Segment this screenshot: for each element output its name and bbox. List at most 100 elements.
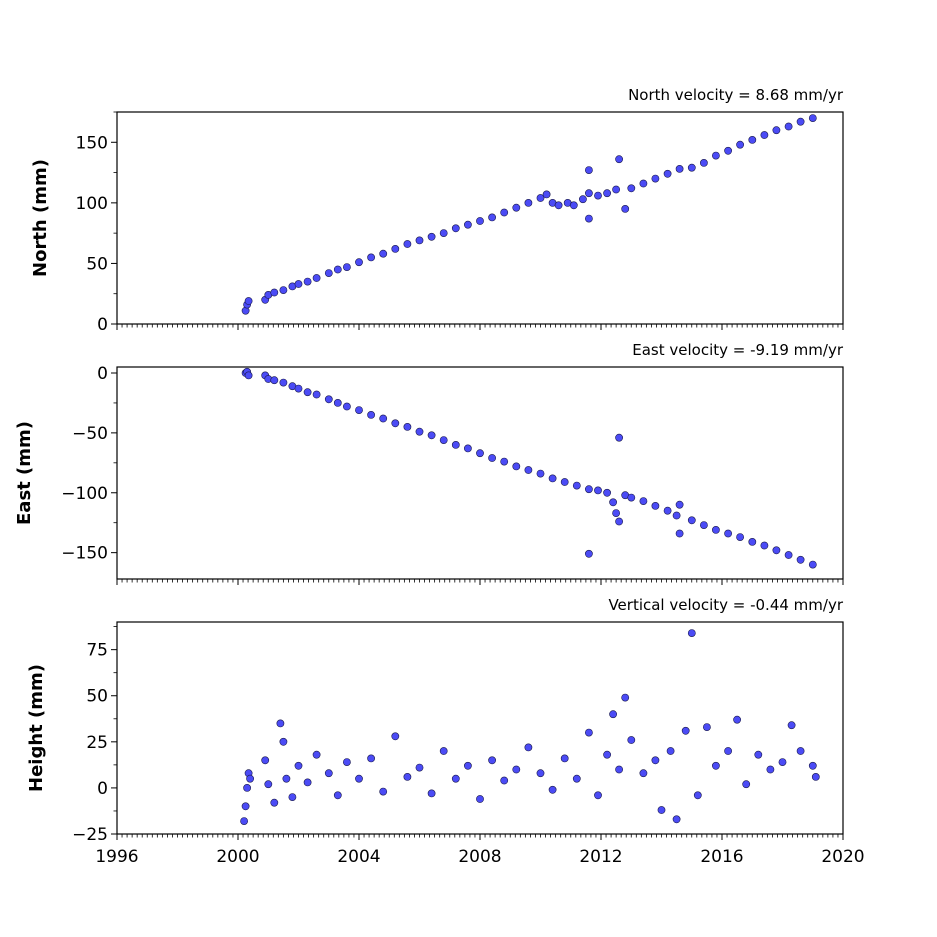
data-point: [594, 191, 602, 200]
north-x-axis: [116, 324, 844, 330]
data-point: [724, 529, 732, 538]
data-point: [303, 778, 312, 787]
data-point: [324, 395, 333, 404]
data-point: [500, 776, 509, 785]
data-point: [724, 146, 732, 155]
data-point: [742, 780, 751, 789]
data-point: [294, 761, 303, 770]
data-point: [303, 277, 312, 286]
data-point: [367, 253, 375, 262]
data-point: [703, 723, 711, 731]
data-point: [355, 774, 363, 783]
data-point: [639, 179, 648, 188]
x-tick-label: 2004: [337, 847, 380, 867]
data-point: [687, 516, 696, 525]
data-point: [264, 780, 273, 789]
data-point: [288, 793, 297, 801]
data-point: [675, 500, 684, 509]
data-point: [651, 174, 660, 183]
data-point: [666, 747, 675, 755]
data-point: [451, 224, 460, 233]
data-point: [687, 629, 696, 637]
east-ylabel: East (mm): [14, 421, 35, 525]
data-point: [524, 466, 533, 474]
data-point: [615, 433, 623, 442]
data-point: [627, 493, 636, 502]
data-point: [367, 410, 375, 419]
data-point: [594, 791, 602, 800]
data-point: [621, 693, 630, 702]
data-point: [261, 756, 270, 765]
data-point: [672, 815, 681, 824]
data-point: [572, 481, 581, 490]
data-point: [778, 758, 787, 766]
data-point: [536, 769, 545, 778]
data-point: [663, 506, 672, 515]
data-point: [342, 758, 351, 766]
y-tick-label: 150: [76, 133, 108, 153]
data-point: [324, 769, 333, 778]
data-point: [403, 773, 412, 781]
y-tick-label: 0: [97, 315, 108, 335]
x-tick-label: 2000: [216, 847, 259, 867]
data-point: [342, 263, 351, 271]
east-velocity-annotation: East velocity = -9.19 mm/yr: [632, 341, 844, 359]
data-point: [663, 169, 672, 178]
data-point: [439, 229, 448, 237]
y-tick-label: 25: [86, 733, 108, 753]
height-plot-frame: [116, 621, 844, 835]
data-point: [463, 444, 472, 453]
data-point: [627, 736, 636, 744]
data-point: [784, 551, 793, 559]
height-ylabel: Height (mm): [26, 664, 47, 792]
data-point: [612, 509, 620, 517]
data-point: [675, 164, 684, 173]
data-point: [333, 398, 342, 407]
data-point: [627, 184, 636, 193]
data-point: [603, 488, 611, 497]
data-point: [772, 546, 781, 555]
data-point: [585, 189, 593, 198]
data-point: [585, 214, 593, 223]
y-tick-label: 50: [86, 254, 108, 274]
data-point: [279, 286, 288, 294]
y-tick-label: 50: [86, 687, 108, 707]
data-point: [754, 750, 763, 759]
data-point: [536, 469, 545, 478]
east-plot-frame: [116, 366, 844, 580]
data-point: [276, 719, 285, 728]
y-tick-label: −100: [61, 484, 108, 504]
data-point: [542, 190, 551, 199]
data-point: [615, 765, 623, 774]
data-point: [585, 549, 593, 558]
data-point: [391, 732, 400, 741]
data-point: [760, 541, 769, 550]
data-point: [733, 715, 741, 724]
data-point: [681, 726, 690, 735]
data-point: [603, 750, 611, 759]
north-plot-frame: [116, 111, 844, 325]
data-point: [609, 498, 617, 507]
data-point: [324, 269, 333, 277]
data-point: [241, 802, 250, 811]
data-point: [240, 817, 248, 825]
data-point: [246, 774, 254, 783]
data-point: [621, 204, 630, 213]
data-point: [244, 371, 253, 380]
data-point: [808, 761, 817, 770]
data-point: [615, 155, 623, 164]
data-point: [548, 785, 557, 794]
data-point: [811, 773, 820, 781]
data-point: [312, 390, 321, 399]
data-point: [615, 517, 623, 526]
data-point: [787, 721, 796, 730]
data-point: [512, 462, 521, 471]
x-tick-label: 2008: [458, 847, 501, 867]
data-point: [488, 454, 496, 462]
data-point: [712, 761, 720, 770]
data-point: [476, 449, 484, 458]
data-point: [700, 521, 708, 529]
data-point: [488, 213, 496, 222]
data-point: [585, 728, 593, 737]
